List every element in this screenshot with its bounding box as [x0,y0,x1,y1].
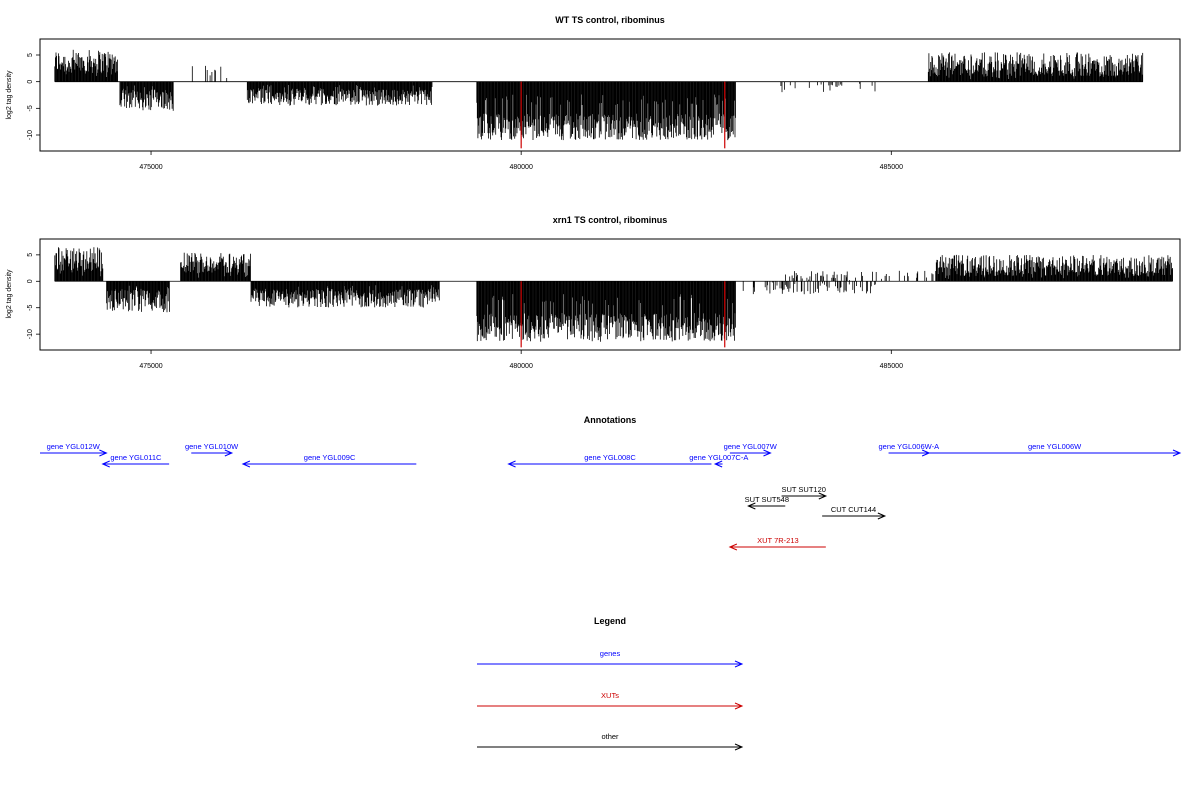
annotation-arrow-head [763,449,772,457]
annotation-feature: gene YGL012W [40,442,108,457]
annotation-feature: SUT SUT120 [781,485,828,500]
annotation-label: gene YGL006W [1028,442,1082,451]
annotation-arrow-head [224,449,234,457]
annotation-feature: gene YGL009C [241,453,417,468]
legend-entry: genes [477,649,744,668]
annotation-arrow-head [99,449,108,457]
wt-panel-title: WT TS control, ribominus [555,15,665,25]
annotation-features: gene YGL012W gene YGL011C gene YGL010W gene… [40,442,1182,551]
x-tick-label: 475000 [139,164,162,171]
annotation-arrow-head [507,460,516,468]
annotation-arrow-head [101,460,110,468]
xrn1-red-markers [520,281,726,348]
annotation-arrow-head [728,543,738,551]
wt-y-axis-label: log2 tag density [6,70,13,120]
xrn1-y-axis-label: log2 tag density [6,269,13,319]
plot-frame [39,38,1181,152]
y-tick-label: 5 [27,53,34,57]
y-tick-label: 0 [27,279,34,283]
legend-panel: Legend genes XUTs other [477,616,744,751]
annotation-label: SUT SUT120 [781,485,825,494]
legend-title: Legend [594,616,626,626]
y-tick-label: -5 [27,105,34,111]
xrn1-bar-series [54,247,1173,342]
xrn1-panel-title: xrn1 TS control, ribominus [553,215,668,225]
annotation-arrow-head [1172,449,1182,457]
annotation-label: gene YGL011C [110,453,162,462]
annotation-feature: gene YGL006W-A [878,442,939,457]
annotation-arrow-head [241,460,251,468]
annotation-feature: gene YGL011C [101,453,170,468]
legend-entries: genes XUTs other [477,649,744,751]
annotation-label: gene YGL012W [47,442,101,451]
y-tick-label: 5 [27,253,34,257]
annotation-label: gene YGL010W [185,442,239,451]
annotation-label: gene YGL007C-A [689,453,748,462]
annotation-feature: gene YGL007W [724,442,778,457]
x-tick-label: 480000 [509,164,532,171]
annotation-feature: XUT 7R-213 [728,536,826,551]
annotation-feature: gene YGL006W [929,442,1182,457]
annotation-label: gene YGL006W-A [878,442,939,451]
annotation-arrow-head [818,492,828,500]
y-tick-label: -10 [27,130,34,140]
wt-bar-series [54,49,1144,141]
annotation-label: gene YGL007W [724,442,778,451]
annotation-feature: SUT SUT548 [745,495,789,510]
x-tick-label: 485000 [880,363,903,370]
annotation-label: CUT CUT144 [831,505,876,514]
annotation-arrow-head [713,460,723,468]
legend-arrow-head [734,660,744,668]
x-tick-label: 485000 [880,164,903,171]
legend-label: other [601,732,619,741]
annotations-title: Annotations [584,415,637,425]
wt-axes: 5 0 -5 -10 475000 480000 485000 [27,38,1181,171]
y-tick-label: 0 [27,80,34,84]
legend-label: genes [600,649,621,658]
y-tick-label: -10 [27,329,34,339]
x-tick-label: 480000 [509,363,532,370]
wt-red-markers [520,81,726,149]
annotation-label: SUT SUT548 [745,495,789,504]
plot-frame [39,238,1181,351]
x-tick-label: 475000 [139,363,162,370]
annotation-arrow-head [877,512,887,520]
legend-entry: other [477,732,744,751]
annotation-feature: gene YGL008C [507,453,712,468]
y-tick-label: -5 [27,305,34,311]
annotation-label: gene YGL008C [584,453,636,462]
legend-arrow-head [734,743,744,751]
legend-label: XUTs [601,691,619,700]
annotation-arrow-head [747,502,756,510]
xrn1-density-panel: xrn1 TS control, ribominus log2 tag dens… [6,215,1181,370]
annotation-label: gene YGL009C [304,453,356,462]
annotation-label: XUT 7R-213 [757,536,799,545]
legend-entry: XUTs [477,691,744,710]
annotation-feature: CUT CUT144 [822,505,887,520]
annotation-feature: gene YGL007C-A [689,453,748,468]
wt-density-panel: WT TS control, ribominus log2 tag densit… [6,15,1181,171]
legend-arrow-head [734,702,744,710]
annotation-feature: gene YGL010W [185,442,239,457]
xrn1-axes: 5 0 -5 -10 475000 480000 485000 [27,238,1181,370]
